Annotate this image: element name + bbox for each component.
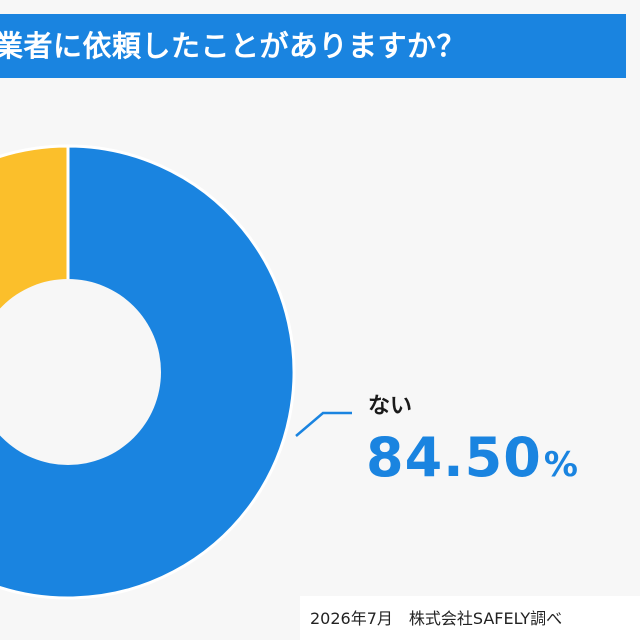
source-note: 2026年7月 株式会社SAFELY調べ (310, 609, 563, 628)
slice-label-nai: ない (368, 394, 413, 419)
title-bar (0, 14, 626, 78)
slice-value-number: 84.50 (366, 426, 542, 489)
leader-line (295, 411, 352, 437)
footer-box (300, 596, 640, 640)
slice-value-nai: 84.50% (366, 426, 579, 489)
donut-hole (0, 279, 161, 465)
slice-value-unit: % (543, 445, 579, 485)
chart-title: 業者に依頼したことがありますか？ (0, 29, 467, 63)
